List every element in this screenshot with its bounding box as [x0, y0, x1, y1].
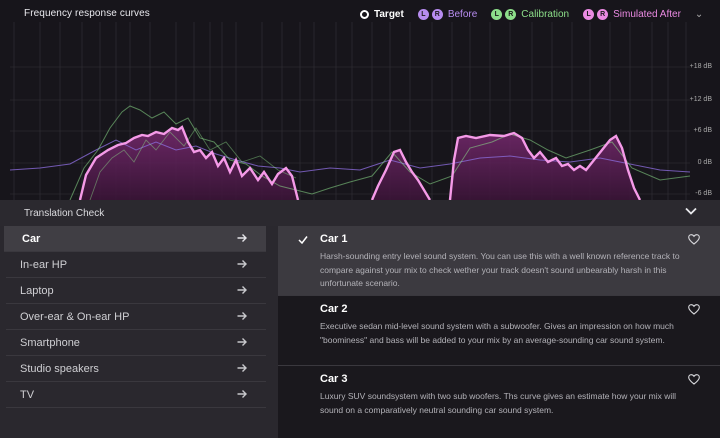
heart-icon[interactable]: [688, 234, 700, 245]
category-label: Smartphone: [20, 336, 80, 349]
category-label: TV: [20, 388, 35, 401]
category-item-over-ear-on-ear-hp[interactable]: Over-ear & On-ear HP: [6, 304, 266, 330]
arrow-right-icon: [237, 312, 247, 320]
legend-calibration-label: Calibration: [521, 8, 570, 20]
category-list: Car In-ear HP Laptop Over-ear & On-ear H…: [0, 226, 278, 438]
db-label: +18 dB: [689, 63, 712, 70]
profile-item-car-1[interactable]: Car 1 Harsh-sounding entry level sound s…: [278, 226, 720, 296]
profile-title: Car 1: [320, 233, 348, 245]
arrow-right-icon: [237, 234, 247, 242]
right-channel-icon[interactable]: R: [505, 8, 517, 20]
category-item-in-ear-hp[interactable]: In-ear HP: [6, 252, 266, 278]
category-item-studio-speakers[interactable]: Studio speakers: [6, 356, 266, 382]
db-label: 0 dB: [697, 159, 712, 166]
db-label: +6 dB: [693, 127, 713, 134]
heart-icon[interactable]: [688, 304, 700, 315]
left-channel-icon[interactable]: L: [491, 8, 503, 20]
category-label: Studio speakers: [20, 362, 99, 375]
legend-before-label: Before: [447, 8, 478, 20]
category-item-laptop[interactable]: Laptop: [6, 278, 266, 304]
arrow-right-icon: [237, 260, 247, 268]
profile-item-car-3[interactable]: Car 3 Luxury SUV soundsystem with two su…: [278, 366, 720, 438]
profile-description: Harsh-sounding entry level sound system.…: [320, 251, 680, 288]
frequency-response-panel: Frequency response curves Target L R Bef…: [0, 0, 720, 200]
legend-simulated-after[interactable]: L R Simulated After: [583, 8, 681, 20]
translation-check-panel: Translation Check Car In-ear HP Laptop O…: [0, 200, 720, 438]
chart-legend: Target L R Before L R Calibration L R Si…: [360, 6, 703, 22]
chevron-down-icon[interactable]: ⌄: [694, 8, 704, 20]
right-channel-icon[interactable]: R: [597, 8, 609, 20]
category-label: Over-ear & On-ear HP: [20, 310, 130, 323]
profile-description: Luxury SUV soundsystem with two sub woof…: [320, 391, 677, 415]
category-label: Laptop: [20, 284, 54, 297]
arrow-right-icon: [237, 286, 247, 294]
left-channel-icon[interactable]: L: [583, 8, 595, 20]
simulated-after-fill: [80, 127, 640, 200]
category-label: In-ear HP: [20, 258, 68, 271]
db-label: +12 dB: [689, 96, 712, 103]
profile-list: Car 1 Harsh-sounding entry level sound s…: [278, 226, 720, 438]
chevron-down-icon[interactable]: [684, 204, 698, 218]
right-channel-icon[interactable]: R: [431, 8, 443, 20]
profile-title: Car 3: [320, 373, 348, 385]
calibration-curve-secondary: [89, 127, 297, 200]
category-label: Car: [22, 232, 41, 245]
checkmark-icon: [298, 236, 308, 245]
profile-title: Car 2: [320, 303, 348, 315]
arrow-right-icon: [237, 364, 247, 372]
chart-title: Frequency response curves: [24, 8, 150, 19]
heart-icon[interactable]: [688, 374, 700, 385]
translation-check-title: Translation Check: [24, 208, 105, 219]
legend-simulated-after-label: Simulated After: [613, 8, 681, 20]
category-item-car[interactable]: Car: [4, 226, 266, 252]
legend-target[interactable]: Target: [360, 9, 404, 20]
category-item-smartphone[interactable]: Smartphone: [6, 330, 266, 356]
legend-before[interactable]: L R Before: [417, 8, 478, 20]
arrow-right-icon: [237, 390, 247, 398]
profile-item-car-2[interactable]: Car 2 Executive sedan mid-level sound sy…: [278, 296, 720, 366]
db-label: -6 dB: [695, 190, 712, 197]
translation-check-header[interactable]: Translation Check: [0, 200, 720, 226]
legend-calibration[interactable]: L R Calibration: [491, 8, 570, 20]
simulated-after-curve: [78, 125, 642, 200]
calibration-curve: [69, 105, 691, 200]
legend-target-label: Target: [374, 8, 404, 20]
left-channel-icon[interactable]: L: [417, 8, 429, 20]
target-ring-icon: [360, 9, 369, 19]
profile-description: Executive sedan mid-level sound system w…: [320, 321, 674, 345]
category-item-tv[interactable]: TV: [6, 382, 266, 408]
frequency-response-chart: [9, 22, 691, 200]
arrow-right-icon: [237, 338, 247, 346]
